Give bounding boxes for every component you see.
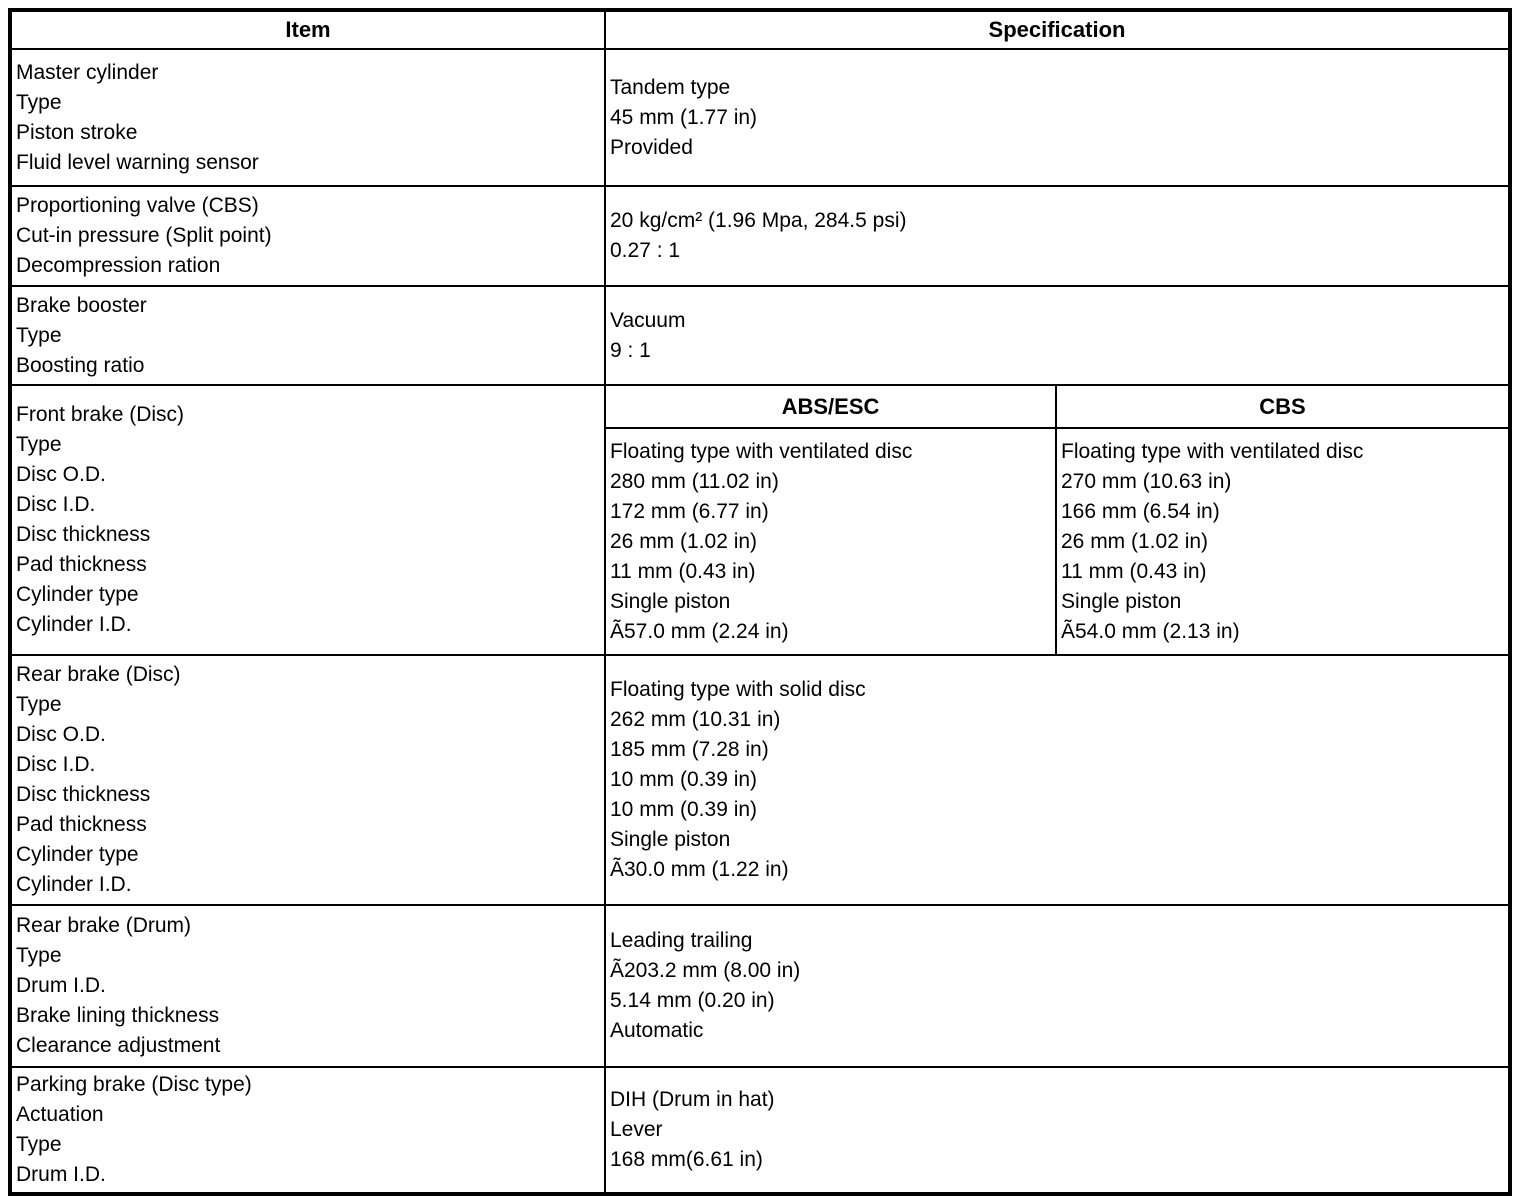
column-header-specification: Specification	[606, 12, 1508, 48]
spec-cell-rear-brake-drum: Leading trailing Ã203.2 mm (8.00 in) 5.1…	[606, 906, 1508, 1066]
item-cell-brake-booster: Brake booster Type Boosting ratio	[12, 287, 606, 384]
sub-header-abs-esc-label: ABS/ESC	[781, 393, 880, 419]
table-header-row: Item Specification	[12, 12, 1508, 50]
item-text: Proportioning valve (CBS) Cut-in pressur…	[16, 194, 272, 277]
spec-cell-brake-booster: Vacuum 9 : 1	[606, 287, 1508, 384]
sub-header-abs-esc: ABS/ESC	[606, 386, 1057, 427]
front-brake-spec-split: ABS/ESC CBS Floating type with ventilate…	[606, 386, 1508, 654]
column-header-specification-label: Specification	[988, 17, 1126, 42]
item-text: Front brake (Disc) Type Disc O.D. Disc I…	[16, 403, 185, 636]
row-brake-booster: Brake booster Type Boosting ratio Vacuum…	[12, 287, 1508, 386]
spec-cell-abs-esc: Floating type with ventilated disc 280 m…	[606, 429, 1057, 654]
spec-text: Leading trailing Ã203.2 mm (8.00 in) 5.1…	[610, 929, 801, 1042]
spec-text: Floating type with ventilated disc 270 m…	[1061, 439, 1364, 643]
front-brake-sub-content-row: Floating type with ventilated disc 280 m…	[606, 429, 1508, 654]
spec-text: DIH (Drum in hat) Lever 168 mm(6.61 in)	[610, 1088, 775, 1171]
column-header-item-label: Item	[285, 17, 331, 42]
item-cell-master-cylinder: Master cylinder Type Piston stroke Fluid…	[12, 50, 606, 185]
item-text: Parking brake (Disc type) Actuation Type…	[16, 1073, 252, 1186]
row-front-brake-disc: Front brake (Disc) Type Disc O.D. Disc I…	[12, 386, 1508, 656]
spec-text: Floating type with solid disc 262 mm (10…	[610, 678, 866, 881]
item-cell-rear-brake-disc: Rear brake (Disc) Type Disc O.D. Disc I.…	[12, 656, 606, 904]
sub-header-cbs: CBS	[1057, 386, 1508, 427]
column-header-item: Item	[12, 12, 606, 48]
spec-cell-rear-brake-disc: Floating type with solid disc 262 mm (10…	[606, 656, 1508, 904]
row-master-cylinder: Master cylinder Type Piston stroke Fluid…	[12, 50, 1508, 187]
row-rear-brake-disc: Rear brake (Disc) Type Disc O.D. Disc I.…	[12, 656, 1508, 906]
spec-cell-parking-brake: DIH (Drum in hat) Lever 168 mm(6.61 in)	[606, 1068, 1508, 1192]
spec-cell-master-cylinder: Tandem type 45 mm (1.77 in) Provided	[606, 50, 1508, 185]
row-proportioning-valve: Proportioning valve (CBS) Cut-in pressur…	[12, 187, 1508, 287]
front-brake-sub-header-row: ABS/ESC CBS	[606, 386, 1508, 429]
item-text: Rear brake (Drum) Type Drum I.D. Brake l…	[16, 914, 221, 1057]
row-parking-brake: Parking brake (Disc type) Actuation Type…	[12, 1068, 1508, 1192]
item-text: Brake booster Type Boosting ratio	[16, 293, 147, 377]
spec-text: Tandem type 45 mm (1.77 in) Provided	[610, 75, 758, 159]
item-cell-front-brake-disc: Front brake (Disc) Type Disc O.D. Disc I…	[12, 386, 606, 654]
item-cell-proportioning-valve: Proportioning valve (CBS) Cut-in pressur…	[12, 187, 606, 285]
spec-text: 20 kg/cm² (1.96 Mpa, 284.5 psi) 0.27 : 1	[610, 209, 907, 262]
spec-cell-cbs: Floating type with ventilated disc 270 m…	[1057, 429, 1508, 654]
item-text: Master cylinder Type Piston stroke Fluid…	[16, 60, 259, 174]
row-rear-brake-drum: Rear brake (Drum) Type Drum I.D. Brake l…	[12, 906, 1508, 1068]
spec-text: Vacuum 9 : 1	[610, 308, 686, 362]
sub-header-cbs-label: CBS	[1259, 393, 1306, 419]
spec-text: Floating type with ventilated disc 280 m…	[610, 439, 913, 643]
spec-cell-proportioning-valve: 20 kg/cm² (1.96 Mpa, 284.5 psi) 0.27 : 1	[606, 187, 1508, 285]
brake-specification-table: Item Specification Master cylinder Type …	[8, 8, 1512, 1196]
item-cell-parking-brake: Parking brake (Disc type) Actuation Type…	[12, 1068, 606, 1192]
item-text: Rear brake (Disc) Type Disc O.D. Disc I.…	[16, 663, 181, 896]
item-cell-rear-brake-drum: Rear brake (Drum) Type Drum I.D. Brake l…	[12, 906, 606, 1066]
